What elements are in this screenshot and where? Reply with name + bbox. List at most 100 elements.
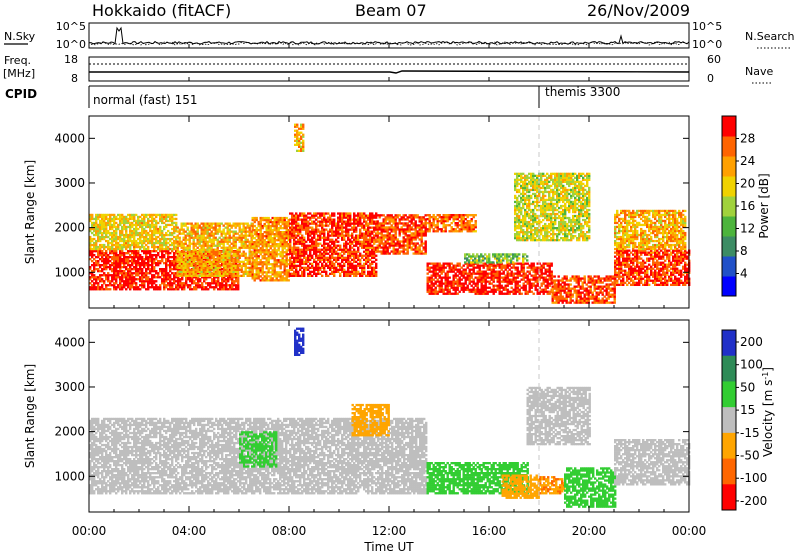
power-cell (287, 269, 290, 272)
power-cell (273, 271, 276, 274)
power-cell (285, 241, 288, 244)
power-cell (212, 234, 215, 237)
power-cell (197, 276, 200, 279)
power-cell (153, 288, 156, 291)
power-cell (313, 240, 316, 243)
power-cell (275, 261, 278, 264)
power-cell (238, 240, 241, 243)
power-cell (271, 243, 274, 246)
power-cell (137, 272, 140, 275)
power-cell (188, 252, 191, 255)
power-cell (251, 275, 254, 278)
power-cell (315, 262, 318, 265)
power-cell (289, 262, 292, 265)
power-cell (317, 264, 320, 267)
power-cell (263, 249, 266, 252)
power-cell (295, 220, 298, 223)
power-cell (220, 240, 223, 243)
power-cell (331, 242, 334, 245)
power-cell (141, 245, 144, 249)
power-cell (396, 226, 399, 229)
power-cell (363, 272, 366, 275)
power-cell (251, 222, 254, 226)
power-cell (218, 230, 221, 233)
power-cell (135, 243, 138, 247)
power-cell (161, 231, 164, 235)
power-cell (228, 260, 231, 263)
power-cell (190, 224, 193, 227)
power-cell (163, 280, 166, 283)
power-cell (301, 260, 304, 263)
power-cell (91, 288, 94, 291)
power-cell (317, 234, 320, 237)
power-cell (253, 267, 256, 270)
power-cell (161, 274, 164, 277)
power-cell (267, 241, 270, 244)
power-cell (234, 274, 237, 277)
power-cell (240, 238, 243, 241)
power-cell (99, 221, 102, 225)
power-cell (115, 233, 118, 237)
power-cell (289, 236, 292, 239)
power-cell (214, 224, 217, 227)
power-cell (296, 129, 299, 132)
power-cell (234, 246, 237, 249)
power-cell (193, 288, 196, 291)
power-cell (238, 236, 241, 239)
power-cell (190, 268, 193, 271)
power-cell (297, 224, 300, 227)
power-cell (279, 259, 282, 262)
power-cell (159, 231, 162, 235)
power-cell (155, 270, 158, 273)
power-cell (91, 274, 94, 277)
power-cell (101, 260, 104, 263)
power-cell (218, 252, 221, 255)
power-cell (279, 245, 282, 248)
power-cell (109, 282, 112, 285)
power-cell (226, 268, 229, 271)
power-cell (246, 270, 249, 273)
power-cell (171, 278, 174, 281)
power-cell (169, 264, 172, 267)
power-cell (353, 226, 356, 229)
power-cell (163, 247, 166, 251)
power-cell (355, 268, 358, 271)
power-cell (169, 284, 172, 287)
power-cell (371, 244, 374, 247)
power-cell (206, 250, 209, 253)
power-cell (234, 244, 237, 247)
power-cell (436, 278, 439, 281)
power-cell (161, 268, 164, 271)
power-cell (149, 254, 152, 257)
power-cell (131, 229, 134, 233)
power-cell (199, 266, 202, 269)
power-cell (196, 260, 199, 263)
power-cell (192, 252, 195, 255)
power-cell (105, 221, 108, 225)
power-cell (277, 273, 280, 276)
power-cell (121, 250, 124, 253)
power-cell (149, 278, 152, 281)
power-cell (373, 252, 376, 255)
power-cell (190, 226, 193, 229)
power-cell (309, 226, 312, 229)
power-cell (214, 266, 217, 269)
power-cell (230, 246, 233, 249)
power-cell (297, 260, 300, 263)
power-cell (214, 238, 217, 241)
power-cell (177, 284, 180, 287)
power-cell (169, 223, 172, 227)
power-cell (476, 282, 479, 285)
power-cell (301, 266, 304, 269)
power-cell (315, 244, 318, 247)
power-cell (89, 288, 92, 291)
power-cell (235, 286, 238, 289)
power-cell (151, 219, 154, 223)
power-cell (95, 243, 98, 247)
power-cell (244, 240, 247, 243)
power-cell (442, 270, 445, 273)
power-cell (224, 232, 227, 235)
power-cell (109, 288, 112, 291)
power-cell (302, 141, 305, 144)
power-cell (242, 222, 245, 225)
